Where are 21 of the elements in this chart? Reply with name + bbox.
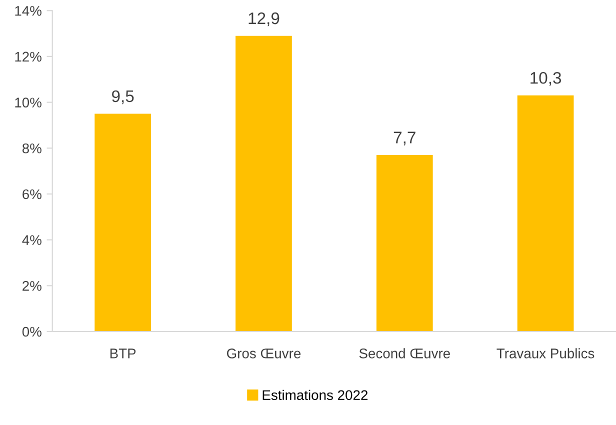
y-tick-label: 6% <box>22 189 42 200</box>
y-tick-label: 14% <box>15 6 42 16</box>
y-tick-label: 0% <box>22 326 42 337</box>
x-tick-label: BTP <box>110 348 136 358</box>
bar <box>94 114 151 332</box>
x-tick-label: Second Œuvre <box>359 348 450 358</box>
bar <box>376 155 433 332</box>
x-tick-label: Gros Œuvre <box>226 348 301 358</box>
bar <box>517 95 574 332</box>
y-tick-label: 4% <box>22 235 42 245</box>
data-label: 9,5 <box>112 90 134 104</box>
data-label: 12,9 <box>248 12 280 26</box>
y-tick-label: 10% <box>15 98 42 108</box>
y-tick-label: 12% <box>15 52 42 62</box>
y-tick-label: 8% <box>22 143 42 154</box>
bar <box>236 36 292 332</box>
x-tick-label: Travaux Publics <box>496 348 594 358</box>
y-tick-label: 2% <box>22 280 42 291</box>
legend-label: Estimations 2022 <box>262 390 368 400</box>
data-label: 10,3 <box>530 72 562 86</box>
data-label: 7,7 <box>394 132 416 146</box>
